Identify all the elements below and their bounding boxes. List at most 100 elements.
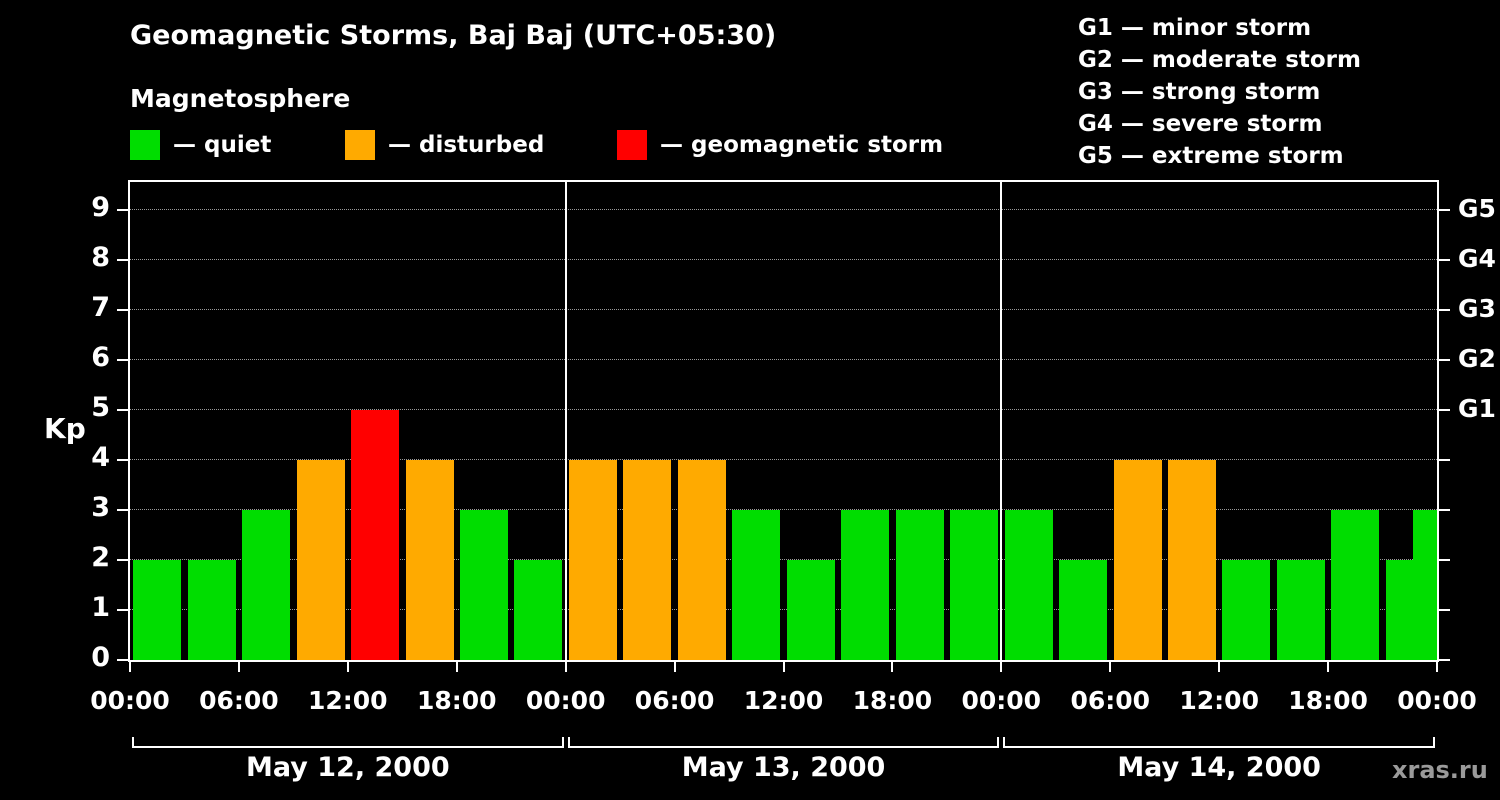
y-axis-label: Kp	[44, 412, 86, 445]
x-tick-label: 00:00	[90, 686, 170, 715]
kp-bar	[133, 560, 182, 660]
gridline	[130, 459, 1437, 460]
kp-bar	[514, 560, 563, 660]
g-scale-legend: G1 — minor storm G2 — moderate storm G3 …	[1078, 12, 1361, 172]
kp-bar	[841, 510, 890, 660]
legend-item-quiet: — quiet	[130, 130, 271, 160]
kp-bar	[460, 510, 508, 660]
gridline	[130, 609, 1437, 610]
magnetosphere-label: Magnetosphere	[130, 84, 351, 113]
y-tick-mark-right	[1439, 209, 1450, 211]
gridline	[130, 359, 1437, 360]
day-date-label: May 12, 2000	[246, 752, 450, 783]
x-tick-mark	[1000, 662, 1003, 672]
g-tick-label: G1	[1458, 394, 1496, 423]
y-tick-mark	[117, 459, 128, 461]
day-date-label: May 13, 2000	[681, 752, 886, 783]
chart-title: Geomagnetic Storms, Baj Baj (UTC+05:30)	[130, 20, 777, 51]
x-tick-label: 12:00	[308, 686, 388, 715]
y-tick-mark-right	[1439, 309, 1450, 311]
quiet-swatch-icon	[130, 130, 160, 160]
kp-bar	[568, 460, 617, 660]
x-tick-mark	[782, 662, 785, 672]
y-tick-mark-right	[1439, 459, 1450, 461]
gridline	[130, 409, 1437, 410]
kp-bar	[1222, 560, 1271, 660]
kp-bar	[296, 460, 345, 660]
y-tick-mark	[117, 559, 128, 561]
y-tick-mark	[117, 609, 128, 611]
x-tick-label: 00:00	[1397, 686, 1477, 715]
y-tick-label: 6	[91, 342, 110, 373]
kp-bar	[786, 560, 835, 660]
gridline	[130, 259, 1437, 260]
day-bracket	[567, 737, 1000, 748]
y-tick-mark	[117, 209, 128, 211]
kp-bar-partial	[1413, 510, 1437, 660]
x-tick-mark	[1436, 662, 1438, 672]
y-tick-label: 5	[91, 392, 110, 423]
disturbed-swatch-icon	[345, 130, 375, 160]
kp-bar	[623, 460, 672, 660]
x-tick-mark	[673, 662, 676, 672]
x-tick-label: 18:00	[1288, 686, 1368, 715]
y-tick-mark	[117, 659, 128, 661]
x-tick-label: 18:00	[852, 686, 933, 715]
y-tick-mark	[117, 409, 128, 411]
x-tick-label: 12:00	[743, 686, 824, 715]
y-tick-mark-right	[1439, 509, 1450, 511]
x-tick-label: 00:00	[525, 686, 606, 715]
y-tick-mark-right	[1439, 609, 1450, 611]
y-tick-mark	[117, 509, 128, 511]
kp-bar	[677, 460, 726, 660]
kp-bar	[1113, 460, 1162, 660]
y-tick-mark-right	[1439, 409, 1450, 411]
y-tick-label: 4	[91, 442, 110, 473]
kp-bar	[1004, 510, 1053, 660]
day-bracket	[1003, 737, 1435, 748]
y-tick-mark	[117, 359, 128, 361]
kp-bar	[950, 510, 999, 660]
y-tick-label: 2	[91, 542, 110, 573]
kp-bar	[1331, 510, 1380, 660]
kp-bar	[351, 410, 400, 660]
gridline	[130, 559, 1437, 560]
x-tick-mark	[129, 662, 131, 672]
g-scale-line-g4: G4 — severe storm	[1078, 111, 1323, 137]
storm-swatch-icon	[617, 130, 647, 160]
g-tick-label: G4	[1458, 244, 1496, 273]
x-tick-label: 06:00	[634, 686, 715, 715]
kp-bar	[242, 510, 291, 660]
gridline	[130, 509, 1437, 510]
legend-item-storm: — geomagnetic storm	[617, 130, 943, 160]
y-tick-label: 1	[91, 592, 110, 623]
x-tick-label: 00:00	[961, 686, 1042, 715]
x-tick-mark	[1109, 662, 1112, 672]
legend-disturbed-label: — disturbed	[388, 132, 545, 158]
kp-bar	[895, 510, 944, 660]
y-tick-mark-right	[1439, 359, 1450, 361]
g-tick-label: G3	[1458, 294, 1496, 323]
y-tick-label: 0	[91, 642, 110, 673]
kp-bar	[1276, 560, 1325, 660]
y-tick-mark-right	[1439, 559, 1450, 561]
kp-bar	[1059, 560, 1107, 660]
day-bracket	[132, 737, 564, 748]
day-divider	[1000, 182, 1003, 660]
kp-bar	[187, 560, 236, 660]
day-divider	[564, 182, 567, 660]
y-tick-label: 8	[91, 242, 110, 273]
y-tick-label: 7	[91, 292, 110, 323]
y-tick-mark-right	[1439, 259, 1450, 261]
g-scale-line-g5: G5 — extreme storm	[1078, 143, 1344, 169]
kp-bar	[405, 460, 454, 660]
watermark: xras.ru	[1392, 756, 1488, 784]
g-scale-line-g3: G3 — strong storm	[1078, 79, 1321, 105]
legend-storm-label: — geomagnetic storm	[660, 132, 944, 158]
x-tick-label: 18:00	[417, 686, 497, 715]
gridline	[130, 209, 1437, 210]
x-tick-mark	[237, 662, 240, 672]
day-date-label: May 14, 2000	[1117, 752, 1321, 783]
legend-quiet-label: — quiet	[173, 132, 272, 158]
x-tick-mark	[1218, 662, 1221, 672]
